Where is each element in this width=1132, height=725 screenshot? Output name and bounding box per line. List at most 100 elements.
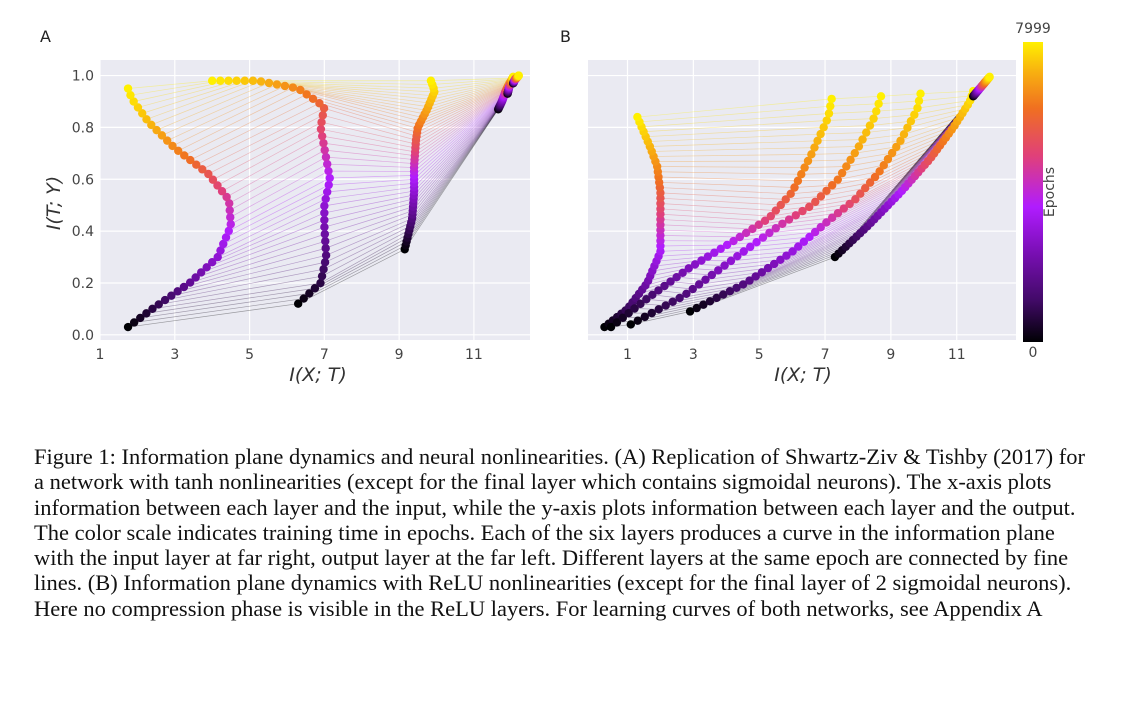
panel-a-layer-6-point [514,71,523,80]
panel-a-layer-2-point [321,251,331,260]
panel-b-layer-4-point [788,247,797,256]
panel-a-layer-1-point [191,273,200,282]
panel-a-ylabel: I(T; Y) [43,176,65,230]
panel-a-layer-1-point [216,246,225,255]
panel-a-layer-1-point [221,233,231,242]
panel-b-layer-3-point [682,289,691,298]
panel-a-layer-1-point [157,131,167,140]
panel-a-layer-2-point [320,201,329,211]
panel-a-layer-2-point [321,244,330,253]
panel-a-xlabel: I(X; T) [289,364,347,386]
panel-b-layer-2-point [760,216,770,225]
panel-b-layer-2-point [771,206,781,215]
panel-b-layer-3-point [816,192,826,201]
panel-b-layer-2-point [606,322,616,332]
panel-b-xtick-label: 11 [948,347,966,363]
panel-b-layer-3-point [837,168,847,178]
panel-b-layer-4-point [822,218,831,227]
panel-a-layer-2-point [321,236,330,246]
panel-a-layer-1-point [213,252,222,262]
panel-a-layer-2-point [324,166,333,176]
panel-b-layer-2-point [636,299,645,309]
panel-b-layer-4-point [827,213,837,222]
panel-a-layer-2-point [248,76,258,85]
panel-a-layer-1-point [174,146,183,155]
panel-b-layer-3-point [778,219,787,228]
panel-b-layer-4-point [910,110,919,119]
panel-a-layer-1-point [147,120,156,130]
panel-a-layer-2-point [324,180,333,190]
panel-b-layer-2-point [741,228,751,238]
panel-b-layer-2-point [822,116,831,125]
panel-b-layer-3-point [726,256,736,266]
panel-b-layer-4-point [896,136,905,145]
panel-b-layer-3-point [688,284,697,294]
panel-a-layer-1-point [179,282,189,292]
panel-b-layer-3-point [850,148,859,158]
panel-b-layer-4-point [913,103,922,113]
panel-a-layer-1-point [196,268,206,277]
panel-a-ytick-label: 0.0 [72,328,94,344]
panel-b-layer-4-point [769,259,779,269]
panel-b-layer-4-point [816,223,825,232]
panel-a-layer-2-point [280,81,290,91]
panel-a-layer-2-point [272,80,282,89]
panel-b-layer-2-point [729,236,738,246]
panel-b-layer-4-point [810,227,820,237]
panel-a-layer-1-point [217,187,227,196]
panel-b-layer-4-point [699,300,708,309]
panel-b-layer-3-point [694,280,704,289]
panel-a-layer-2-point [316,124,326,134]
panel-a-layer-2-point [224,76,233,85]
panel-b-layer-3-point [804,202,814,212]
panel-b-xtick-label: 1 [623,347,632,363]
panel-a-xtick-label: 5 [245,347,254,363]
panel-a-layer-1-point [142,309,151,318]
panel-b-layer-2-point [618,313,628,322]
panel-b-layer-2-point [735,232,745,242]
panel-b-layer-4-point [845,199,854,209]
panel-a-layer-1-point [204,169,213,179]
panel-a-ytick-label: 1.0 [72,69,94,85]
panel-b-layer-2-point [642,295,651,304]
panel-a-layer-1-point [225,199,234,208]
panel-b-layer-2-point [630,304,639,313]
panel-b-layer-2-point [690,260,700,269]
panel-b-layer-4-point [879,161,888,170]
panel-b-layer-4-point [856,189,865,198]
panel-a-layer-2-point [325,173,334,183]
panel-a-layer-2-point [317,271,327,281]
panel-a-layer-1-point [142,115,151,124]
panel-b-layer-3-point [752,237,761,247]
panel-a-layer-2-point [316,278,325,288]
panel-b-layer-3-point [858,135,867,144]
panel-a-layer-2-point [320,208,329,218]
colorbar [1023,42,1043,342]
panel-a-layer-2-point [299,294,308,303]
panel-b-layer-4-point [732,283,741,293]
panel-b-layer-3-point [675,293,684,303]
panel-a-layer-1-point [167,291,176,300]
panel-b-layer-4-point [914,96,924,106]
panel-b-layer-3-point [668,297,677,306]
panel-a-layer-2-point [256,77,266,86]
panel-a-layer-2-point [319,138,328,148]
panel-a-layer-2-point [318,111,328,120]
panel-b-layer-2-point [766,211,776,221]
panel-b-layer-3-point [846,155,855,165]
panel-b-layer-3-point [811,197,820,207]
panel-a-layer-1-point [180,151,189,160]
panel-b-layer-4-point [833,208,843,218]
panel-a-layer-2-point [320,145,329,155]
panel-a-layer-1-point [136,313,145,323]
panel-a-layer-2-point [317,118,326,127]
panel-b-layer-4-point [776,255,785,265]
panel-b-layer-3-point [733,251,742,261]
panel-b-layer-4-point [782,251,791,260]
panel-b-layer-2-point [813,136,822,146]
panel-a-layer-2-point [305,289,314,298]
panel-b-layer-4-point [892,142,901,152]
panel-a-layer-2-point [232,76,241,85]
panel-b-layer-3-point [654,305,663,314]
panel-b-layer-4-point [883,154,893,164]
